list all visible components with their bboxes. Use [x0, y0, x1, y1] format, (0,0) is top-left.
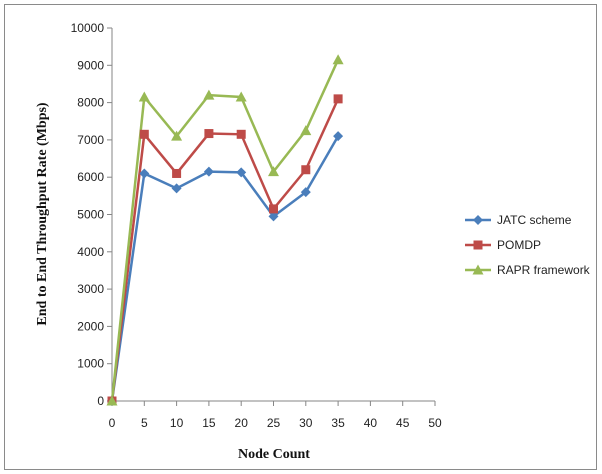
y-tick-label: 9000 — [77, 58, 104, 72]
data-point-rapr-framework — [268, 166, 279, 177]
chart-frame — [4, 4, 597, 470]
axes: 0100020003000400050006000700080009000100… — [71, 21, 442, 430]
data-point-rapr-framework — [235, 91, 247, 102]
x-tick-label: 25 — [267, 416, 281, 430]
data-point-rapr-framework — [138, 91, 150, 102]
data-point-pomdp — [301, 165, 311, 175]
legend-marker-jatc-scheme — [473, 215, 483, 225]
x-tick-label: 15 — [202, 416, 216, 430]
data-point-rapr-framework — [332, 54, 344, 65]
legend-label-pomdp: POMDP — [497, 238, 541, 252]
data-point-pomdp — [333, 94, 343, 104]
y-tick-label: 8000 — [77, 96, 104, 110]
legend: JATC scheme POMDP RAPR framework — [465, 213, 591, 277]
data-point-rapr-framework — [171, 130, 183, 141]
y-tick-label: 3000 — [77, 282, 104, 296]
data-point-jatc-scheme — [203, 166, 214, 177]
data-point-pomdp — [139, 129, 149, 139]
data-point-jatc-scheme — [171, 183, 182, 194]
y-tick-label: 2000 — [77, 319, 104, 333]
y-tick-label: 1000 — [77, 357, 104, 371]
data-point-rapr-framework — [300, 125, 312, 136]
y-tick-label: 10000 — [71, 21, 105, 35]
series-line-jatc-scheme — [110, 135, 340, 402]
y-axis-label: End to End Throughput Rate (Mbps) — [35, 102, 50, 326]
legend-marker-rapr-framework — [472, 264, 484, 275]
x-tick-label: 35 — [331, 416, 345, 430]
x-tick-label: 10 — [170, 416, 184, 430]
data-point-pomdp — [172, 168, 182, 178]
series-line-pomdp — [110, 98, 340, 402]
y-tick-label: 7000 — [77, 133, 104, 147]
x-tick-label: 0 — [109, 416, 116, 430]
x-axis-label: Node Count — [238, 447, 310, 462]
x-tick-label: 5 — [141, 416, 148, 430]
data-point-jatc-scheme — [333, 131, 344, 142]
y-tick-label: 0 — [97, 394, 104, 408]
data-point-jatc-scheme — [268, 211, 279, 222]
data-point-jatc-scheme — [300, 187, 311, 198]
x-tick-label: 30 — [299, 416, 313, 430]
data-point-pomdp — [269, 204, 278, 214]
y-tick-label: 5000 — [77, 208, 104, 222]
y-tick-label: 4000 — [77, 245, 104, 259]
x-tick-label: 45 — [396, 416, 410, 430]
legend-label-jatc-scheme: JATC scheme — [497, 213, 572, 227]
data-point-rapr-framework — [203, 89, 215, 100]
series-lines — [110, 59, 340, 402]
series-line-rapr-framework — [110, 59, 340, 402]
data-point-pomdp — [236, 129, 246, 139]
legend-marker-pomdp — [473, 240, 483, 250]
data-point-jatc-scheme — [139, 168, 150, 179]
y-tick-label: 6000 — [77, 170, 104, 184]
data-point-rapr-framework — [106, 395, 118, 406]
x-tick-label: 40 — [364, 416, 378, 430]
x-tick-label: 20 — [235, 416, 249, 430]
data-point-jatc-scheme — [236, 167, 247, 178]
data-point-pomdp — [204, 129, 214, 139]
series-markers — [106, 54, 344, 406]
x-tick-label: 50 — [428, 416, 442, 430]
legend-label-rapr-framework: RAPR framework — [497, 263, 591, 277]
